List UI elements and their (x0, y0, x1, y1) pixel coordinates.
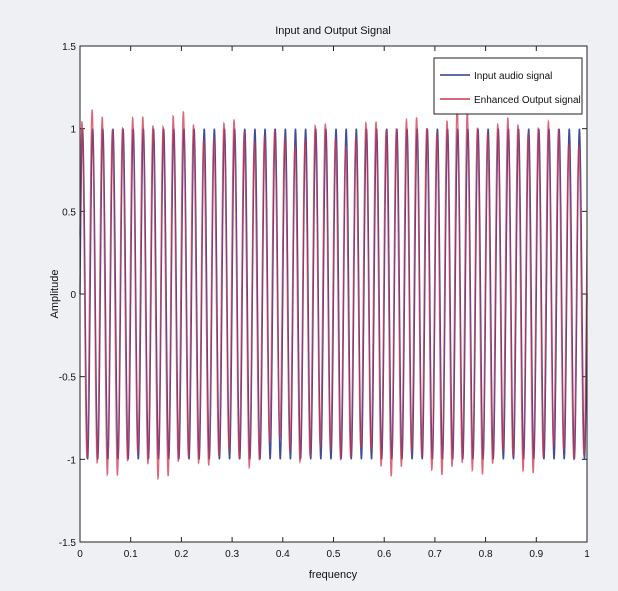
x-tick-label: 0 (77, 549, 83, 560)
x-tick-label: 0.4 (276, 549, 290, 560)
legend-box (433, 57, 583, 115)
series-group (79, 104, 588, 481)
x-axis-label: frequency (309, 569, 358, 581)
x-tick-label: 0.8 (479, 549, 493, 560)
y-tick-label: 1 (70, 125, 76, 136)
y-tick-label: -1.5 (59, 538, 77, 549)
y-axis-label: Amplitude (49, 270, 61, 319)
x-tick-label: 0.3 (225, 549, 239, 560)
y-tick-label: -0.5 (59, 373, 77, 384)
chart-title: Input and Output Signal (275, 25, 391, 37)
x-tick-label: 0.1 (124, 549, 138, 560)
x-tick-label: 0.9 (529, 549, 543, 560)
legend: Input audio signal Enhanced Output signa… (433, 57, 583, 115)
axes-frame (79, 45, 588, 543)
legend-label-output: Enhanced Output signal (474, 95, 581, 106)
x-tick-label: 1 (584, 549, 590, 560)
y-tick-label: 0.5 (62, 207, 76, 218)
y-tick-label: -1 (67, 455, 76, 466)
x-tick-label: 0.5 (327, 549, 341, 560)
x-tick-label: 0.7 (428, 549, 442, 560)
y-tick-label: 0 (70, 290, 76, 301)
legend-label-input: Input audio signal (474, 71, 552, 82)
x-tick-label: 0.2 (174, 549, 188, 560)
y-tick-label: 1.5 (62, 42, 76, 53)
x-tick-label: 0.6 (377, 549, 391, 560)
series-line-output (79, 104, 588, 481)
axis-ticks: 0 0.1 0.2 0.3 0.4 0.5 0.6 0.7 0.8 0.9 1 -1.5 -1 -0.5 0… (59, 42, 590, 560)
